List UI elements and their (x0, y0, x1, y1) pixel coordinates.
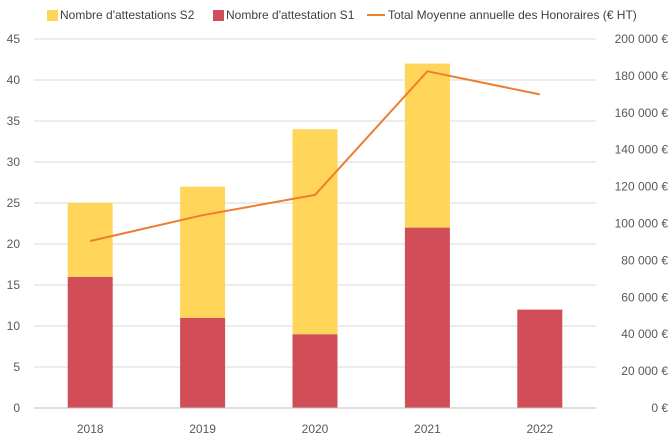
legend-label-honoraires: Total Moyenne annuelle des Honoraires (€… (388, 8, 637, 22)
y-right-tick-label: 140 000 € (615, 143, 669, 157)
y-left-tick-label: 45 (7, 32, 21, 46)
bar-segment (67, 203, 113, 277)
y-right-tick-label: 60 000 € (621, 290, 668, 304)
bar-segment (404, 227, 450, 408)
y-right-tick-label: 160 000 € (615, 106, 669, 120)
y-left-tick-label: 40 (7, 73, 21, 87)
y-right-tick-label: 180 000 € (615, 69, 669, 83)
bar-segment (517, 309, 563, 408)
bar-segment (292, 129, 338, 335)
x-tick-label: 2018 (77, 422, 104, 436)
y-right-tick-label: 80 000 € (621, 253, 668, 267)
y-right-tick-label: 100 000 € (615, 217, 669, 231)
y-left-tick-label: 25 (7, 196, 21, 210)
x-tick-label: 2019 (189, 422, 216, 436)
honoraires-line (89, 70, 541, 242)
y-left-tick-label: 0 (13, 401, 20, 415)
legend-item-s1: Nombre d'attestation S1 (213, 8, 354, 22)
legend-swatch-s1 (213, 9, 224, 21)
bar-segment (404, 63, 450, 228)
legend-label-s2: Nombre d'attestations S2 (60, 8, 195, 22)
y-left-tick-label: 30 (7, 155, 21, 169)
bar-series (67, 63, 563, 408)
legend-swatch-s2 (47, 9, 58, 21)
legend-item-honoraires: Total Moyenne annuelle des Honoraires (€… (367, 8, 637, 22)
y-right-tick-label: 200 000 € (615, 32, 669, 46)
y-left-tick-label: 20 (7, 237, 21, 251)
y-left-tick-label: 10 (7, 319, 21, 333)
legend-swatch-honoraires (367, 14, 385, 16)
bar-segment (180, 186, 226, 318)
legend-item-s2: Nombre d'attestations S2 (47, 8, 194, 22)
y-right-tick-label: 0 € (651, 401, 668, 415)
y-right-tick-label: 120 000 € (615, 180, 669, 194)
x-tick-label: 2021 (414, 422, 441, 436)
y-left-tick-label: 15 (7, 278, 21, 292)
y-axis-left: 0 5 10 15 20 25 30 35 40 45 (7, 32, 21, 415)
line-series (89, 70, 541, 242)
chart-legend: Nombre d'attestations S2 Nombre d'attest… (0, 8, 670, 26)
x-axis: 2018 2019 2020 2021 2022 (34, 407, 596, 436)
bar-segment (292, 334, 338, 408)
x-tick-label: 2020 (302, 422, 329, 436)
bar-segment (180, 317, 226, 408)
x-tick-label: 2022 (526, 422, 553, 436)
y-left-tick-label: 5 (13, 360, 20, 374)
y-axis-right: 0 € 20 000 € 40 000 € 60 000 € 80 000 € 100 0… (615, 32, 669, 415)
bar-segment (67, 276, 113, 408)
y-right-tick-label: 20 000 € (621, 364, 668, 378)
y-right-tick-label: 40 000 € (621, 327, 668, 341)
legend-label-s1: Nombre d'attestation S1 (226, 8, 355, 22)
y-left-tick-label: 35 (7, 114, 21, 128)
